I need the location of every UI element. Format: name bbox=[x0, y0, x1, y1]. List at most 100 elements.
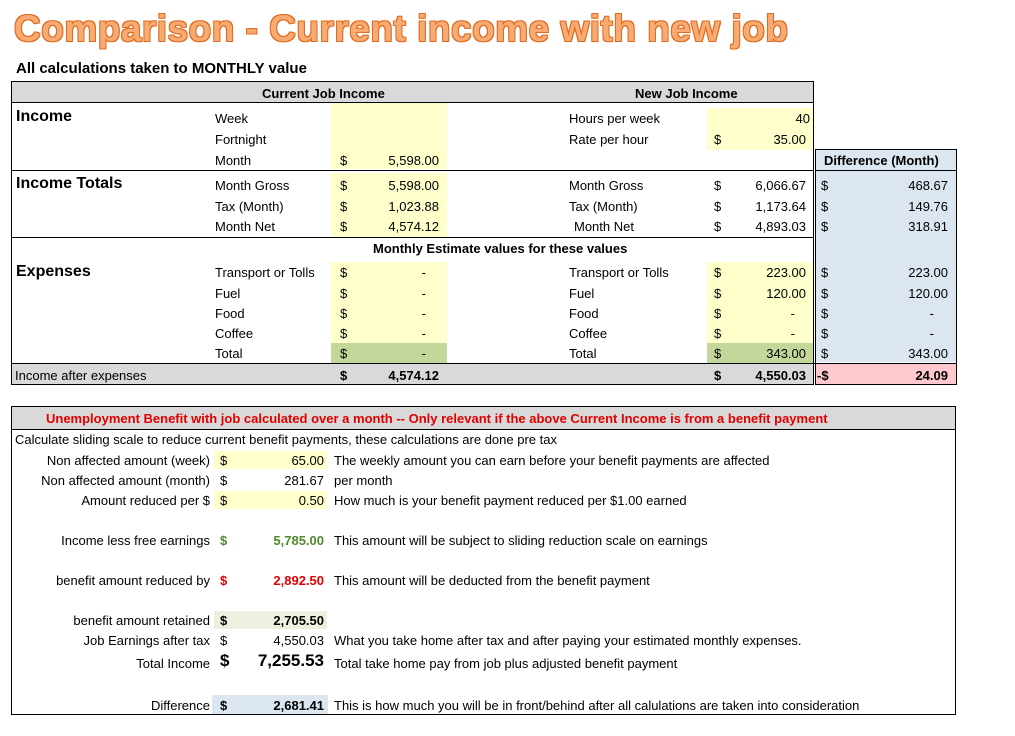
current-month-net: 4,574.12 bbox=[388, 219, 439, 234]
monthly-estimate-header: Monthly Estimate values for these values bbox=[373, 241, 628, 256]
income-totals-section-label: Income Totals bbox=[16, 175, 123, 192]
currency-symbol: $ bbox=[714, 178, 722, 193]
new-month-gross: 6,066.67 bbox=[755, 178, 806, 193]
nonaffected-week-note: The weekly amount you can earn before yo… bbox=[334, 453, 770, 468]
income-section-label: Income bbox=[16, 108, 73, 125]
reduced-per-fill bbox=[214, 491, 327, 509]
benefit-table-border bbox=[11, 406, 956, 715]
diff-expense-total: 343.00 bbox=[908, 346, 948, 361]
diff-after-expenses: 24.09 bbox=[915, 368, 948, 383]
hours-per-week-label: Hours per week bbox=[569, 111, 661, 126]
currency-symbol: $ bbox=[220, 493, 228, 508]
job-earnings-label: Job Earnings after tax bbox=[83, 633, 210, 648]
negative-sign: -$ bbox=[817, 368, 829, 383]
currency-symbol: $ bbox=[340, 265, 348, 280]
currency-symbol: $ bbox=[714, 199, 722, 214]
new-month-net-label: Month Net bbox=[574, 219, 634, 234]
currency-symbol: $ bbox=[821, 326, 829, 341]
current-fuel[interactable]: - bbox=[421, 286, 426, 301]
diff-month-gross: 468.67 bbox=[908, 178, 948, 193]
new-tax-month-label: Tax (Month) bbox=[569, 199, 638, 214]
benefit-retained-label: benefit amount retained bbox=[73, 613, 210, 628]
nonaffected-week-label: Non affected amount (week) bbox=[46, 453, 210, 468]
new-expenses-fill bbox=[707, 262, 813, 343]
total-income-label: Total Income bbox=[136, 656, 210, 671]
currency-symbol: $ bbox=[340, 368, 348, 383]
week-label: Week bbox=[215, 111, 248, 126]
header-row-fill bbox=[12, 82, 813, 102]
current-expense-total: - bbox=[421, 346, 426, 361]
currency-symbol: $ bbox=[220, 533, 228, 548]
divider bbox=[11, 429, 956, 430]
new-food[interactable]: - bbox=[790, 306, 795, 321]
new-expense-total-fill bbox=[707, 343, 813, 363]
nonaffected-week-fill bbox=[214, 451, 327, 469]
current-tax-month: 1,023.88 bbox=[388, 199, 439, 214]
currency-symbol: $ bbox=[821, 219, 829, 234]
divider bbox=[11, 170, 814, 171]
benefit-intro: Calculate sliding scale to reduce curren… bbox=[15, 432, 557, 447]
new-job-header: New Job Income bbox=[635, 86, 738, 101]
currency-symbol: $ bbox=[821, 199, 829, 214]
currency-symbol: $ bbox=[821, 306, 829, 321]
current-expenses-fill bbox=[331, 262, 447, 343]
reduced-per-note: How much is your benefit payment reduced… bbox=[334, 493, 687, 508]
current-coffee[interactable]: - bbox=[421, 326, 426, 341]
new-after-expenses: 4,550.03 bbox=[755, 368, 806, 383]
total-income-value: 7,255.53 bbox=[257, 651, 324, 670]
new-transport[interactable]: 223.00 bbox=[766, 265, 806, 280]
divider bbox=[11, 102, 814, 103]
income-less-free-note: This amount will be subject to sliding r… bbox=[334, 533, 708, 548]
currency-symbol: $ bbox=[340, 199, 348, 214]
currency-symbol: $ bbox=[821, 286, 829, 301]
current-month-value[interactable]: 5,598.00 bbox=[388, 153, 439, 168]
retained-fill bbox=[214, 611, 327, 629]
expense-total-label: Total bbox=[215, 346, 243, 361]
nonaffected-week-value[interactable]: 65.00 bbox=[291, 453, 324, 468]
currency-symbol: $ bbox=[714, 219, 722, 234]
current-transport[interactable]: - bbox=[421, 265, 426, 280]
currency-symbol: $ bbox=[340, 346, 348, 361]
divider bbox=[11, 237, 814, 238]
new-expense-total-label: Total bbox=[569, 346, 597, 361]
new-month-gross-label: Month Gross bbox=[569, 178, 644, 193]
currency-symbol: $ bbox=[714, 326, 722, 341]
current-food[interactable]: - bbox=[421, 306, 426, 321]
diff-coffee: - bbox=[929, 326, 934, 341]
transport-label: Transport or Tolls bbox=[215, 265, 315, 280]
reduced-per-value[interactable]: 0.50 bbox=[298, 493, 324, 508]
new-fuel[interactable]: 120.00 bbox=[766, 286, 806, 301]
currency-symbol: $ bbox=[220, 453, 228, 468]
new-transport-label: Transport or Tolls bbox=[569, 265, 669, 280]
current-after-expenses: 4,574.12 bbox=[388, 368, 439, 383]
food-label: Food bbox=[215, 306, 245, 321]
month-gross-label: Month Gross bbox=[215, 178, 290, 193]
diff-month-net: 318.91 bbox=[908, 219, 948, 234]
difference-column-fill bbox=[816, 172, 956, 362]
rate-per-hour-value[interactable]: 35.00 bbox=[773, 132, 806, 147]
after-expenses-fill bbox=[12, 364, 813, 384]
new-expense-total: 343.00 bbox=[766, 346, 806, 361]
diff-food: - bbox=[929, 306, 934, 321]
difference-note: This is how much you will be in front/be… bbox=[334, 698, 860, 713]
current-totals-fill bbox=[331, 173, 447, 237]
new-fuel-label: Fuel bbox=[569, 286, 595, 301]
job-earnings-note: What you take home after tax and after p… bbox=[334, 633, 802, 648]
currency-symbol: $ bbox=[340, 153, 348, 168]
currency-symbol: $ bbox=[340, 178, 348, 193]
new-coffee-label: Coffee bbox=[569, 326, 608, 341]
diff-transport: 223.00 bbox=[908, 265, 948, 280]
hours-per-week-value[interactable]: 40 bbox=[795, 111, 810, 126]
currency-symbol: $ bbox=[714, 132, 722, 147]
nonaffected-month-label: Non affected amount (month) bbox=[41, 473, 210, 488]
currency-symbol: $ bbox=[714, 346, 722, 361]
nonaffected-month-value: 281.67 bbox=[284, 473, 324, 488]
new-month-net: 4,893.03 bbox=[755, 219, 806, 234]
new-coffee[interactable]: - bbox=[790, 326, 795, 341]
currency-symbol: $ bbox=[714, 306, 722, 321]
currency-symbol: $ bbox=[714, 368, 722, 383]
currency-symbol: $ bbox=[714, 286, 722, 301]
currency-symbol: $ bbox=[340, 326, 348, 341]
difference-fill bbox=[212, 695, 328, 714]
new-tax-month: 1,173.64 bbox=[755, 199, 806, 214]
